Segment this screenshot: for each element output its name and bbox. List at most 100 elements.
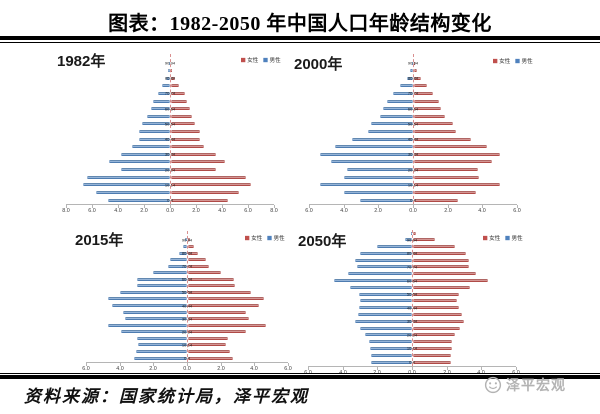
pyramid-bar-female [412, 319, 465, 323]
pyramid-bar-female [412, 285, 471, 289]
pyramid-bar-female [187, 310, 246, 314]
age-group-label: 60-64 [164, 106, 176, 111]
pyramid-bar-male [335, 145, 413, 149]
legend-swatch [263, 57, 268, 63]
x-axis-tick-label: 2.0 [443, 207, 452, 213]
legend-item: 男性 [515, 57, 533, 65]
x-axis-tick-label: 4.0 [115, 365, 124, 371]
pyramid-bar-male [83, 183, 170, 187]
pyramid-bar-female [413, 183, 500, 187]
legend-swatch [515, 58, 520, 64]
pyramid-bar-female [187, 317, 250, 321]
age-group-label: 90-94 [164, 60, 176, 66]
pyramid-bar-female [170, 61, 172, 65]
x-axis-tick [220, 363, 222, 366]
age-group-label: 40-44 [407, 136, 419, 142]
pyramid-bar-female [412, 245, 455, 249]
legend-swatch [245, 235, 250, 241]
age-group-label: 40-44 [181, 303, 193, 308]
age-group-label: 10-14 [406, 346, 418, 351]
pyramid-bar-female [412, 279, 488, 283]
pyramid-bar-female [413, 76, 422, 80]
x-axis-tick-label: 4.0 [218, 207, 226, 213]
x-axis-tick-label: 0.0 [183, 365, 191, 371]
brand-logo: 泽平宏观 [484, 375, 566, 395]
x-axis-tick [516, 367, 517, 370]
pyramid-bar-male [153, 99, 170, 103]
x-axis-tick [482, 205, 484, 208]
pyramid-bar-female [170, 91, 185, 95]
x-axis-tick-label: 2.0 [140, 207, 148, 213]
x-axis-line [308, 366, 516, 367]
age-group-label: 30-34 [164, 152, 176, 157]
age-group-label: 70-74 [181, 263, 193, 269]
age-group-label: 80-84 [407, 75, 419, 81]
pyramid-bar-female [187, 323, 267, 327]
pyramid-bar-female [187, 264, 210, 268]
pyramid-bar-female [170, 145, 204, 149]
pyramid-bar-male [352, 137, 413, 141]
x-axis-tick [377, 367, 379, 370]
pyramid-bar-female [412, 251, 466, 255]
pyramid-bar-male [107, 198, 170, 202]
pyramid-bar-female [170, 107, 190, 111]
age-group-label: 10-14 [164, 182, 176, 188]
pyramid-bar-male [411, 231, 412, 235]
x-axis-tick [447, 205, 449, 208]
age-group-label: 20-24 [407, 167, 419, 172]
pyramid-bar-male [360, 299, 412, 303]
pyramid-bar-male [356, 265, 412, 269]
age-group-label: 90-94 [407, 60, 419, 66]
pyramid-bar-male [167, 264, 187, 268]
age-group-label: 60-64 [181, 277, 193, 282]
pyramid-bar-male [405, 238, 412, 242]
pyramid-bar-male [169, 61, 170, 65]
x-axis-tick-label: 0.0 [166, 207, 174, 213]
pyramid-bar-male [400, 84, 413, 88]
pyramid-bar-male [168, 69, 170, 73]
x-axis-tick-label: 2.0 [192, 207, 200, 213]
pyramid-bar-male [132, 145, 170, 149]
pyramid-bar-male [162, 84, 170, 88]
pyramid-bar-female [413, 198, 459, 202]
age-group-label: 40-44 [164, 136, 176, 142]
pyramid-bar-male [343, 175, 413, 179]
pyramid-bar-male [153, 271, 187, 275]
zero-axis-dashed-line [412, 230, 413, 366]
pyramid-bar-female [413, 190, 476, 194]
pyramid-bar-female [187, 238, 190, 242]
age-group-label: 70-74 [164, 91, 176, 96]
legend-label: 女性 [247, 57, 259, 64]
x-axis-line [309, 204, 517, 205]
pyramid-bar-male [359, 292, 412, 296]
pyramid-bar-female [413, 137, 471, 141]
age-group-label: 50-54 [181, 290, 193, 295]
pyramid-bar-male [121, 330, 187, 334]
pyramid-bar-female [412, 353, 452, 357]
pyramid-bar-male [157, 91, 170, 95]
age-group-label: 40-44 [406, 305, 418, 310]
legend-label: 男性 [269, 57, 281, 64]
x-axis-tick [187, 363, 188, 366]
age-group-label: 0-4 [410, 197, 416, 203]
age-group-label: 60-64 [407, 106, 419, 111]
pyramid-bar-male [319, 183, 413, 187]
age-group-label: 80-84 [164, 75, 176, 81]
pyramid-bar-female [412, 346, 453, 350]
x-axis-tick-label: 6.0 [82, 365, 90, 371]
legend-item: 男性 [267, 234, 285, 242]
pyramid-bar-male [111, 304, 187, 308]
x-axis-tick-label: 4.0 [477, 369, 486, 375]
pyramid-bar-female [170, 190, 240, 194]
pyramid-bar-female [412, 360, 452, 364]
figure-title: 图表：1982-2050 年中国人口年龄结构变化 [108, 13, 492, 35]
pyramid-bar-male [360, 326, 412, 330]
legend-label: 女性 [499, 58, 511, 65]
pyramid-bar-female [170, 152, 217, 156]
x-axis-tick-label: 4.0 [250, 365, 259, 371]
pyramid-bar-female [413, 91, 433, 95]
x-axis-tick [153, 363, 155, 366]
pyramid-bar-female [413, 122, 454, 126]
x-axis-tick [308, 367, 309, 370]
pyramid-bar-male [137, 343, 187, 347]
